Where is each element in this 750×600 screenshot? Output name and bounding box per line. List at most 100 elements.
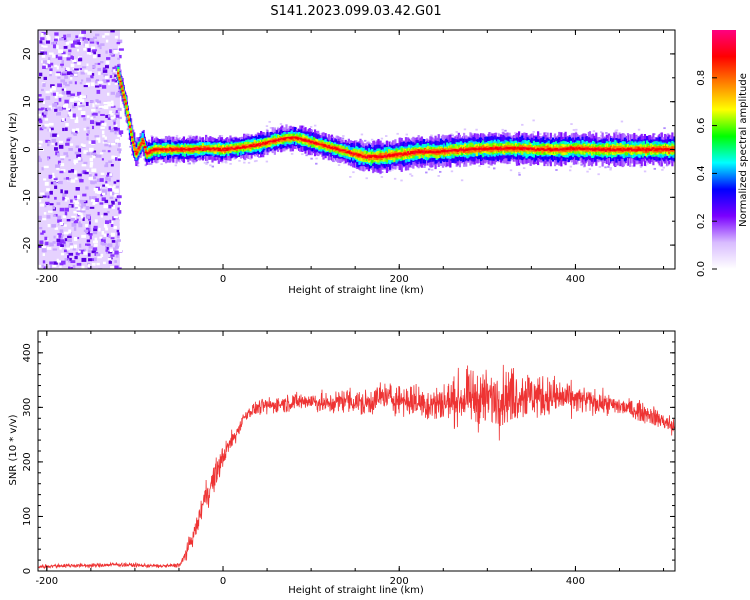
noise-pixel [46,64,51,68]
noise-pixel [86,51,90,55]
noise-pixel [39,240,44,245]
noise-pixel [108,251,113,254]
noise-pixel [45,51,48,55]
halo-pixel [439,170,442,173]
noise-pixel [117,232,120,236]
noise-pixel [97,81,103,84]
noise-pixel [109,52,114,56]
noise-pixel [57,76,61,79]
ridge-cell [132,141,135,144]
noise-pixel [45,201,50,204]
noise-pixel [116,239,121,242]
noise-pixel [56,45,59,50]
noise-pixel [92,199,98,204]
noise-pixel [67,232,73,236]
noise-pixel [110,105,116,108]
noise-pixel [81,202,86,207]
halo-pixel [342,135,345,137]
noise-pixel [70,169,75,172]
noise-pixel [63,241,66,246]
noise-pixel [89,38,94,42]
noise-pixel [89,206,95,209]
spectrogram-marks [38,30,675,269]
noise-pixel [67,235,72,239]
noise-pixel [114,80,118,83]
noise-pixel [73,236,78,241]
ridge-cell [145,152,149,155]
noise-pixel [67,255,70,259]
noise-pixel [86,239,91,243]
noise-pixel [93,120,98,125]
halo-pixel [309,126,313,128]
noise-pixel [52,263,57,268]
noise-pixel [68,109,71,112]
noise-pixel [53,178,58,181]
noise-pixel [63,224,67,227]
noise-pixel [107,116,112,120]
noise-pixel [65,197,69,200]
noise-pixel [66,154,69,158]
noise-pixel [63,118,66,122]
noise-pixel [96,137,101,141]
halo-pixel [269,126,273,129]
noise-pixel [70,63,75,68]
noise-pixel [111,78,116,82]
halo-pixel [160,163,163,166]
noise-pixel [68,229,72,234]
noise-pixel [47,57,51,61]
halo-pixel [586,170,589,173]
noise-pixel [81,164,87,167]
halo-pixel [174,164,178,167]
noise-pixel [117,107,122,111]
halo-pixel [487,166,491,168]
noise-pixel [105,50,108,54]
noise-pixel [100,241,105,245]
noise-pixel [71,170,75,173]
noise-pixel [107,113,111,118]
noise-pixel [79,101,83,104]
noise-pixel [89,162,94,166]
noise-pixel [113,216,118,219]
noise-pixel [78,148,82,153]
noise-pixel [56,258,59,263]
noise-pixel [72,59,77,63]
noise-pixel [109,248,113,253]
noise-pixel [117,39,123,44]
noise-pixel [49,127,54,131]
noise-pixel [64,84,70,87]
ridge-cell [145,153,149,158]
noise-pixel [74,119,79,123]
noise-pixel [73,102,77,107]
noise-pixel [110,220,114,225]
noise-pixel [118,210,122,214]
halo-pixel [233,157,236,160]
noise-pixel [42,83,46,87]
noise-pixel [74,68,79,71]
noise-pixel [72,247,76,251]
halo-pixel [222,159,225,162]
noise-pixel [102,79,107,82]
noise-pixel [79,36,84,39]
noise-pixel [106,57,111,60]
halo-pixel [265,125,269,128]
halo-pixel [178,160,182,163]
noise-pixel [64,211,68,216]
noise-pixel [109,196,114,199]
noise-pixel [43,212,47,215]
noise-pixel [89,120,95,124]
noise-pixel [110,254,115,257]
noise-pixel [61,117,65,122]
noise-pixel [76,98,80,101]
halo-pixel [570,123,573,125]
noise-pixel [47,195,50,199]
noise-pixel [110,164,114,167]
noise-pixel [74,81,77,85]
halo-pixel [501,128,504,131]
noise-pixel [83,85,88,88]
noise-pixel [91,196,97,200]
noise-pixel [45,107,48,112]
noise-pixel [52,133,57,137]
noise-pixel [46,215,51,219]
noise-pixel [66,90,71,95]
halo-pixel [493,167,496,170]
